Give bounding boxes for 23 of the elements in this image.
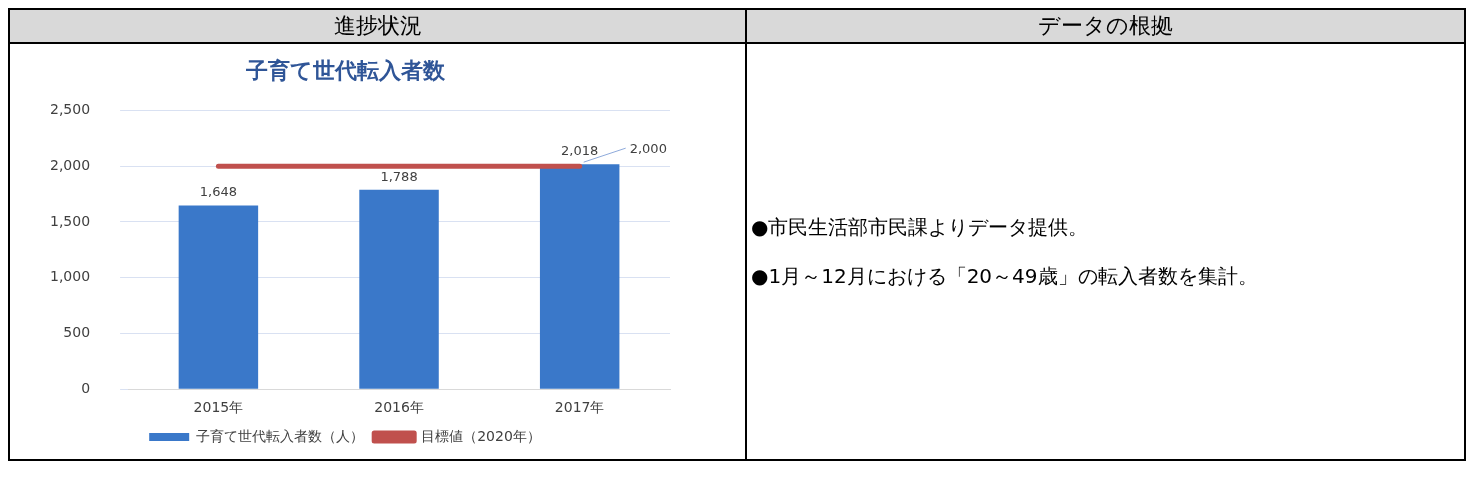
data-label: 1,648 — [199, 184, 238, 200]
bar — [178, 205, 259, 389]
bar — [539, 164, 620, 389]
text: ●1月～12月における「20～49歳」の転入者数を集計。 — [751, 262, 1259, 290]
x-tick-label: 2016年 — [374, 399, 424, 416]
data-label: 1,788 — [380, 168, 418, 184]
y-tick-label: 2,000 — [49, 156, 91, 173]
data-label: 2,018 — [561, 143, 599, 159]
y-tick-label: 1,500 — [49, 212, 91, 229]
data-label: 2,000 — [629, 141, 667, 157]
y-tick-label: 0 — [81, 379, 91, 396]
legend-label: 目標値（2020年） — [421, 427, 541, 444]
text: ●市民生活部市民課よりデータ提供。 — [751, 213, 1090, 241]
chart-title: 子育て世代転入者数 — [244, 57, 446, 83]
legend-label: 子育て世代転入者数（人） — [196, 427, 365, 444]
y-tick-label: 500 — [63, 324, 91, 341]
bar — [359, 189, 439, 389]
x-tick-label: 2017年 — [554, 399, 605, 416]
y-tick-label: 2,500 — [49, 101, 91, 118]
y-tick-label: 1,000 — [49, 268, 91, 285]
text: データの根拠 — [746, 9, 1465, 43]
text: 進捗状況 — [9, 9, 746, 43]
x-tick-label: 2015年 — [193, 399, 244, 416]
